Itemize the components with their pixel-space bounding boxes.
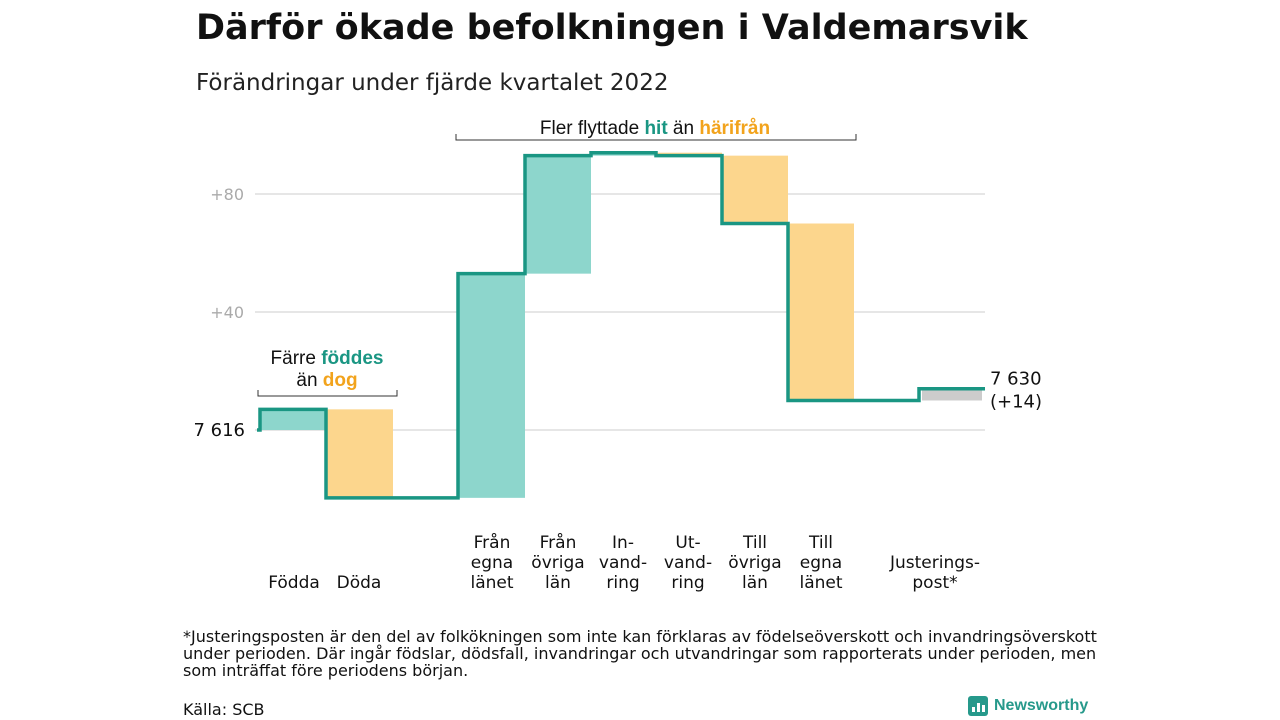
brand-name: Newsworthy xyxy=(994,697,1089,714)
category-label: Till xyxy=(742,533,767,553)
end-value-label: 7 630 xyxy=(990,369,1042,390)
category-label: In- xyxy=(612,533,634,553)
annotation-births-deaths: Färre föddes xyxy=(271,348,384,369)
category-label: Ut- xyxy=(675,533,700,553)
y-tick-label: +40 xyxy=(210,303,244,322)
category-label: egna xyxy=(800,553,842,573)
bar xyxy=(922,388,982,401)
bar xyxy=(326,409,393,498)
brand-logo: Newsworthy xyxy=(968,696,1088,716)
bar xyxy=(788,223,854,401)
bar xyxy=(722,155,788,224)
category-label: ring xyxy=(671,573,704,593)
category-label: län xyxy=(545,573,571,593)
end-change-label: (+14) xyxy=(990,392,1042,413)
category-label: vand- xyxy=(664,553,712,573)
population-step-line xyxy=(257,150,985,500)
category-label: övriga xyxy=(531,553,584,573)
annotation-migration: Fler flyttade hit än härifrån xyxy=(540,118,770,139)
category-label: Från xyxy=(474,532,511,553)
footnote: *Justeringsposten är den del av folkökni… xyxy=(183,627,1097,680)
bar xyxy=(525,155,591,274)
category-label: övriga xyxy=(728,553,781,573)
bar xyxy=(458,273,525,498)
category-label: länet xyxy=(470,573,513,593)
category-label: Till xyxy=(808,533,833,553)
category-label: vand- xyxy=(599,553,647,573)
category-label: Födda xyxy=(268,573,320,593)
category-label: Från xyxy=(540,532,577,553)
category-label: post* xyxy=(912,573,957,593)
annotation-bracket xyxy=(257,390,398,397)
source-note: Källa: SCB xyxy=(183,700,265,719)
start-value-label: 7 616 xyxy=(193,420,245,441)
category-label: Döda xyxy=(337,573,382,593)
chart-subtitle: Förändringar under fjärde kvartalet 2022 xyxy=(196,70,669,96)
category-label: län xyxy=(742,573,768,593)
category-label: länet xyxy=(799,573,842,593)
category-label: egna xyxy=(471,553,513,573)
annotation-births-deaths-line2: än dog xyxy=(296,370,357,391)
y-tick-label: +80 xyxy=(210,185,244,204)
chart-title: Därför ökade befolkningen i Valdemarsvik xyxy=(196,8,1028,48)
annotation-bracket xyxy=(455,134,857,141)
bar xyxy=(260,409,326,430)
category-label: ring xyxy=(606,573,639,593)
bar-chart-logo-icon xyxy=(968,696,988,716)
category-label: Justerings- xyxy=(889,553,980,573)
